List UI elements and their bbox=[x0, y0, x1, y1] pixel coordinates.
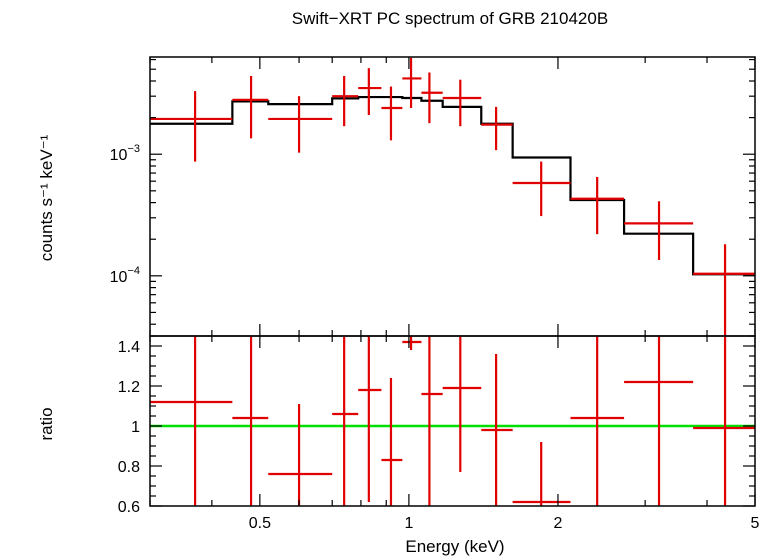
ratio-data-point bbox=[693, 336, 755, 506]
ratio-y-tick-label: 0.8 bbox=[118, 459, 140, 476]
spectrum-data-point bbox=[512, 161, 571, 217]
tick-base: 10 bbox=[110, 147, 128, 164]
spectrum-panel: 10−310−4 bbox=[110, 56, 756, 337]
spectrum-data-point bbox=[570, 176, 625, 235]
spectrum-data-point bbox=[381, 86, 403, 141]
tick-exponent: −4 bbox=[127, 265, 140, 277]
ratio-data-point bbox=[332, 336, 359, 506]
spectrum-data-point bbox=[358, 68, 382, 116]
spectrum-data-point bbox=[421, 72, 443, 124]
ratio-panel: 0.6 0.8 1 1.2 1.4 0.5 1 2 5 bbox=[118, 335, 760, 532]
bottom-panel-ylabel: ratio bbox=[37, 407, 56, 440]
chart-title: Swift−XRT PC spectrum of GRB 210420B bbox=[292, 9, 608, 28]
ratio-y-tick-label: 0.6 bbox=[118, 499, 140, 516]
ratio-data-point bbox=[402, 336, 422, 350]
ratio-data-point bbox=[381, 378, 403, 506]
spectrum-data-point bbox=[693, 244, 755, 336]
tick-base: 10 bbox=[110, 269, 128, 286]
spectrum-data-point bbox=[402, 57, 422, 108]
ratio-y-tick-label: 1 bbox=[131, 419, 140, 436]
x-tick-label: 2 bbox=[554, 515, 563, 532]
spectrum-data-point bbox=[268, 96, 333, 153]
spectrum-data-point bbox=[442, 79, 482, 127]
spectrum-model-step-line bbox=[150, 95, 755, 276]
ratio-data-point bbox=[512, 442, 571, 506]
ratio-data-point bbox=[268, 404, 333, 506]
spectrum-data-point bbox=[332, 75, 359, 127]
ratio-data-point bbox=[421, 336, 443, 506]
top-panel-ylabel: counts s⁻¹ keV⁻¹ bbox=[37, 134, 56, 261]
x-axis-label: Energy (keV) bbox=[405, 537, 504, 556]
spectrum-data-point bbox=[481, 106, 513, 151]
tick-exponent: −3 bbox=[127, 143, 140, 155]
x-tick-label: 1 bbox=[404, 515, 413, 532]
x-tick-label: 0.5 bbox=[249, 515, 271, 532]
x-tick-label: 5 bbox=[751, 515, 760, 532]
ratio-data-point bbox=[624, 336, 694, 506]
ratio-data-point bbox=[232, 336, 269, 506]
ratio-data-point bbox=[150, 336, 233, 506]
ratio-frame bbox=[149, 335, 756, 507]
spectrum-data-point bbox=[150, 91, 233, 162]
ratio-data-point bbox=[570, 336, 625, 506]
ratio-data-point bbox=[358, 336, 382, 502]
ratio-y-tick-label: 1.4 bbox=[118, 339, 140, 356]
spectrum-data-point bbox=[232, 75, 269, 139]
ratio-data-point bbox=[442, 336, 482, 472]
ratio-y-tick-label: 1.2 bbox=[118, 379, 140, 396]
ratio-data-point bbox=[481, 354, 513, 506]
spectrum-data-point bbox=[624, 201, 694, 260]
spectrum-y-tick-label: 10−3 bbox=[110, 143, 140, 164]
spectrum-y-tick-label: 10−4 bbox=[110, 265, 140, 286]
